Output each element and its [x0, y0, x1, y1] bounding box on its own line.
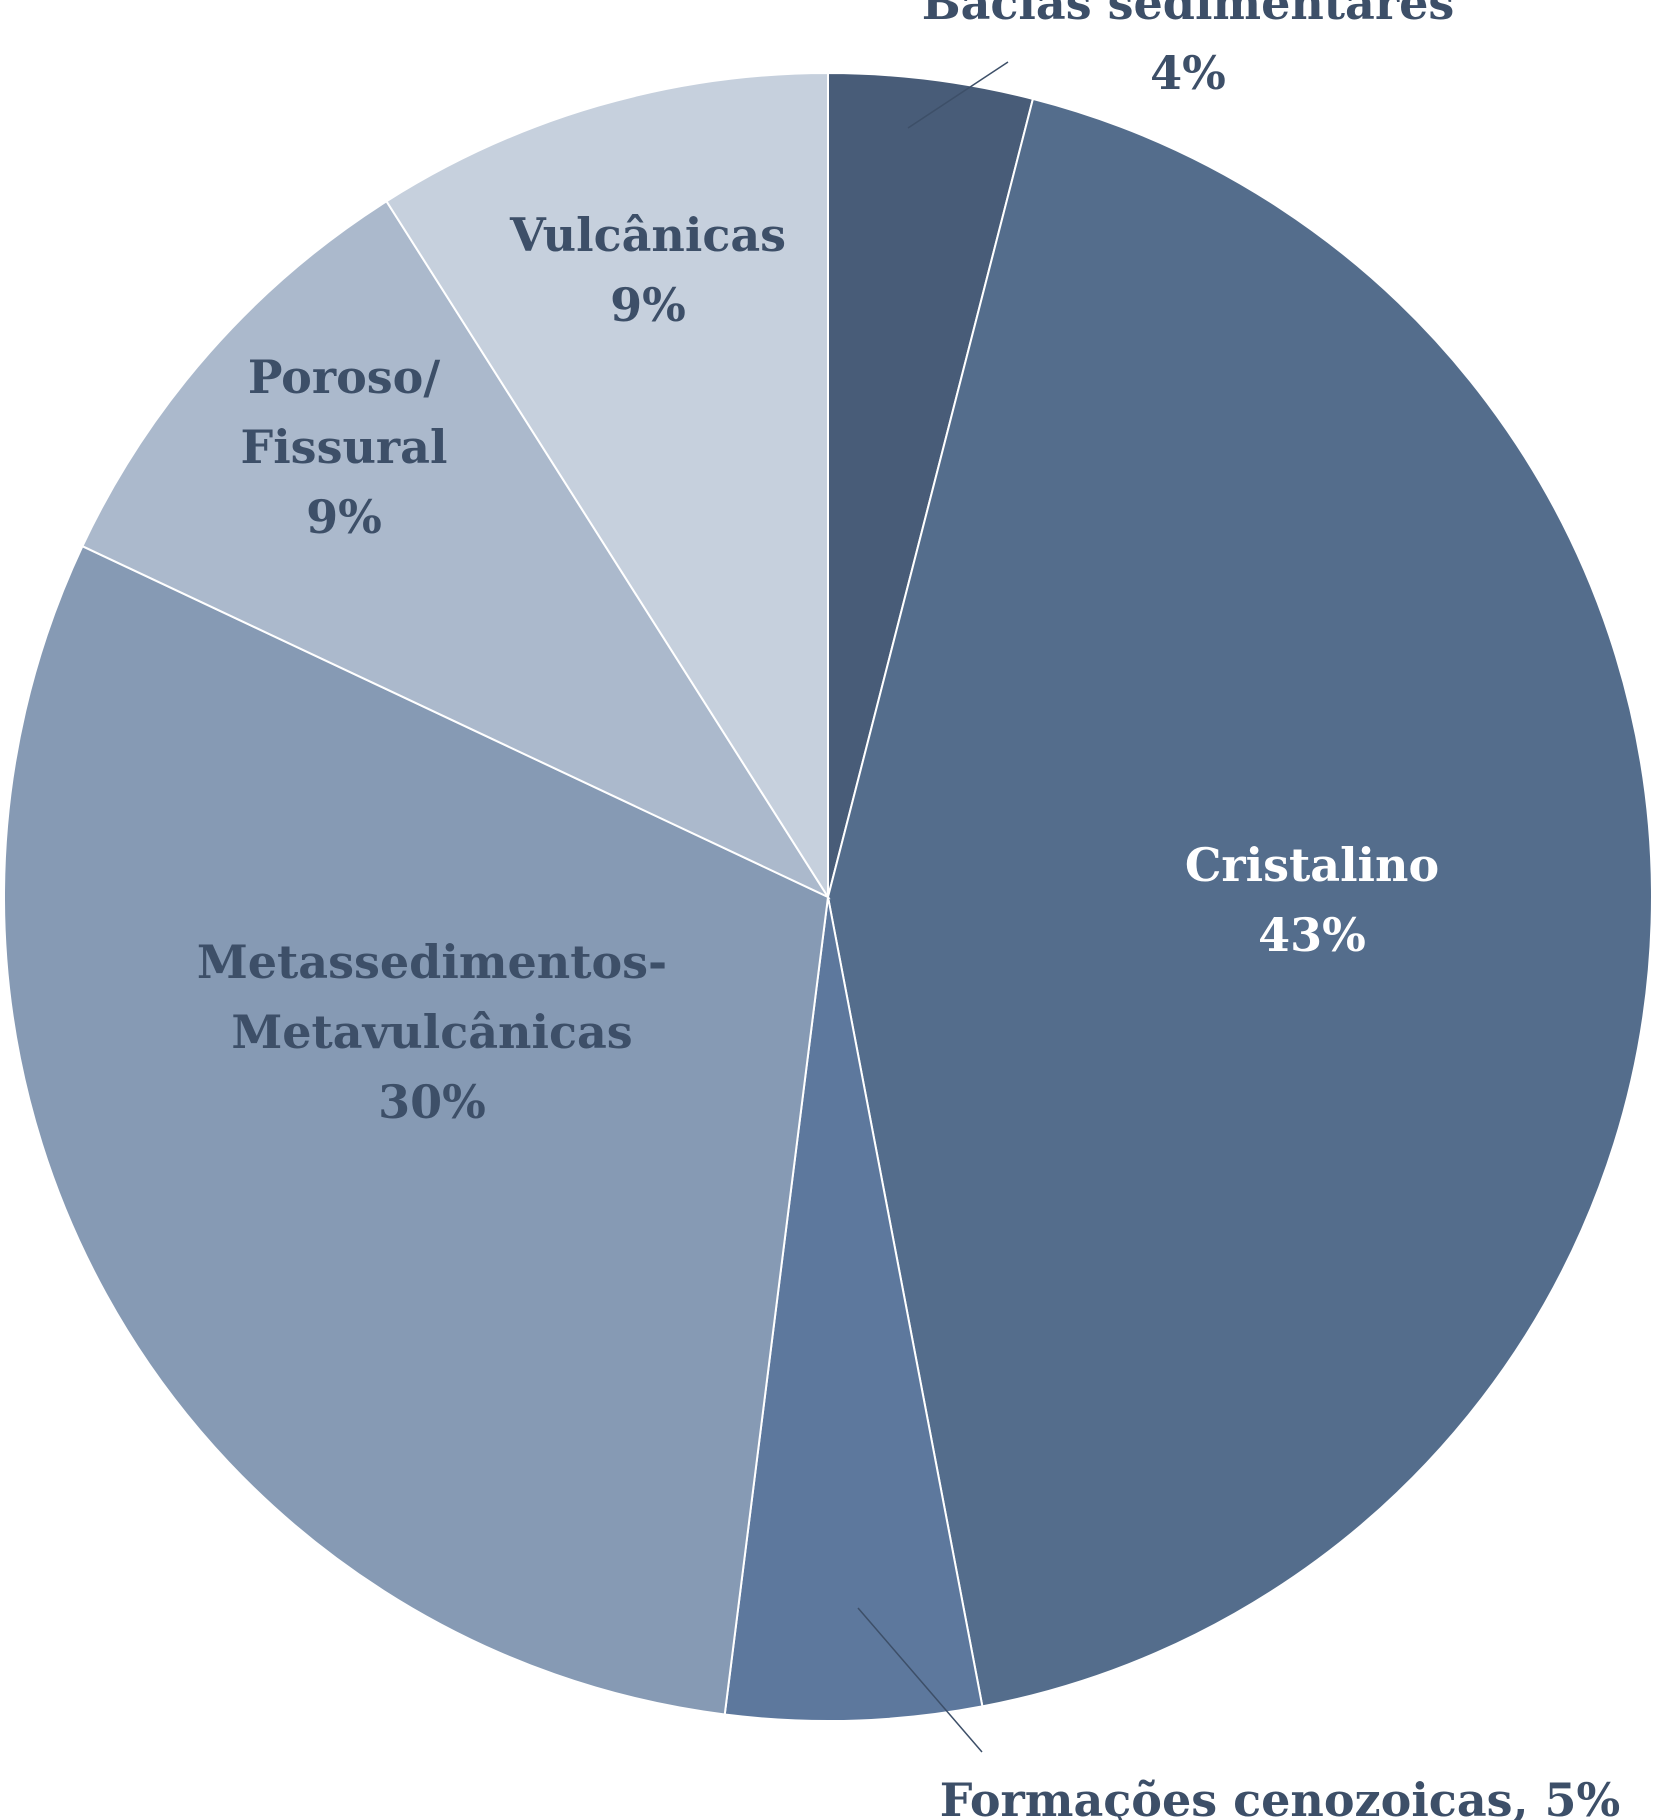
slice-label-4: Poroso/Fissural 9%: [241, 350, 448, 544]
slice-label-2-line-0: Formações cenozoicas, 5%: [940, 1773, 1621, 1820]
pie-slice-0: [827, 71, 1035, 898]
slice-label-5-line-0: Vulcânicas: [509, 208, 786, 262]
slice-label-3-line-2: 30%: [378, 1075, 486, 1129]
slice-label-2: Formações cenozoicas, 5%: [940, 1773, 1621, 1820]
slice-label-1: Cristalino 43%: [1185, 838, 1439, 962]
slice-labels: Bacias sedimentares 4% Cristalino 43% Formaç…: [197, 0, 1620, 1820]
slice-label-3: Metassedimentos- Metavulcânicas 30%: [197, 935, 667, 1129]
pie-slices: [3, 71, 1653, 1722]
pie-slice-3: [3, 544, 830, 1716]
slice-label-3-line-0: Metassedimentos-: [197, 935, 667, 989]
slice-label-5: Vulcânicas 9%: [509, 208, 786, 332]
slice-label-4-line-2: 9%: [306, 490, 382, 544]
slice-label-0-line-0: Bacias sedimentares: [922, 0, 1455, 30]
pie-slice-5: [385, 71, 829, 901]
slice-label-1-line-1: 43%: [1258, 908, 1366, 962]
slice-label-4-line-0: Poroso/: [248, 350, 441, 404]
pie-slice-1: [826, 97, 1653, 1708]
slice-label-3-line-1: Metavulcânicas: [231, 1005, 632, 1059]
slice-label-0-line-1: 4%: [1150, 46, 1226, 100]
label-leader-lines: [857, 61, 1009, 1753]
slice-label-4-line-1: Fissural: [241, 420, 448, 474]
leader-line-2: [857, 1607, 983, 1753]
slice-label-0: Bacias sedimentares 4%: [922, 0, 1455, 100]
leader-line-0: [907, 61, 1009, 129]
slice-label-5-line-1: 9%: [610, 278, 686, 332]
slice-label-1-line-0: Cristalino: [1185, 838, 1439, 892]
pie-slice-4: [81, 199, 831, 900]
pie-slice-2: [723, 896, 984, 1722]
